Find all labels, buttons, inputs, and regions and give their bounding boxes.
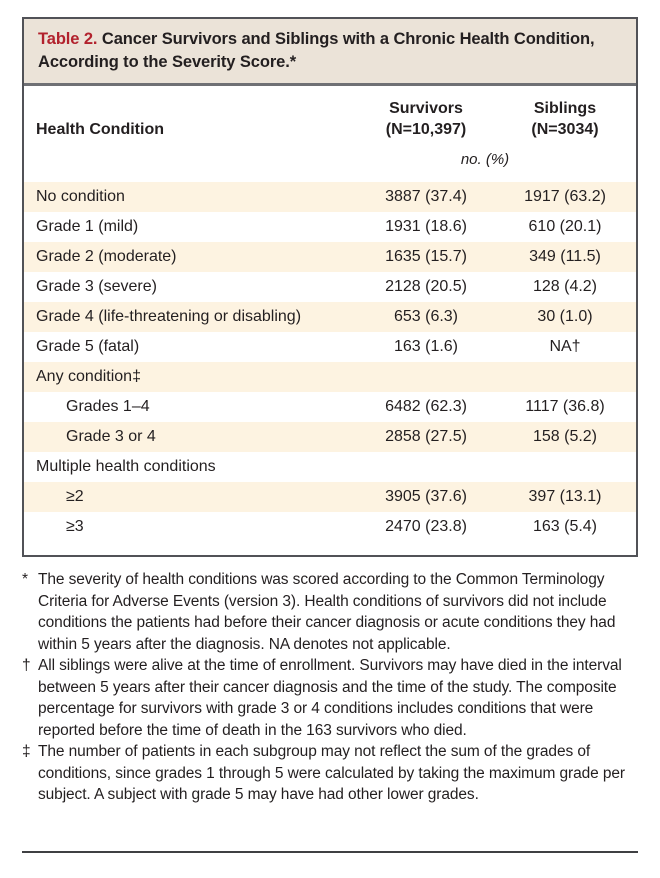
table-row: Grade 4 (life-threatening or disabling) … [24,302,636,332]
siblings-value-cell: 158 (5.2) [532,428,598,445]
table-row: Grade 5 (fatal) 163 (1.6) NA† [24,332,636,362]
footnote-symbol: ‡ [22,743,31,760]
survivors-column-name: Survivors [389,100,463,117]
unit-label: no. (%) [460,151,510,168]
survivors-value-cell: 2858 (27.5) [385,428,467,445]
bottom-rule [22,851,638,853]
table-row: Grade 3 (severe) 2128 (20.5) 128 (4.2) [24,272,636,302]
row-label-cell: Multiple health conditions [36,458,216,475]
row-label-cell: ≥2 [66,488,84,505]
row-label-cell: Grade 5 (fatal) [36,338,140,355]
table-row: Grades 1–4 6482 (62.3) 1117 (36.8) [24,392,636,422]
siblings-value-cell [506,452,624,482]
row-label-cell: Grade 3 (severe) [36,278,157,295]
table-number-label: Table 2. [38,30,98,48]
survivors-value-cell: 1635 (15.7) [385,248,467,265]
survivors-value-cell [346,452,506,482]
footnote-dagger: † All siblings were alive at the time of… [22,655,638,741]
row-label-cell: Grades 1–4 [66,398,150,415]
footnote-text: The number of patients in each subgroup … [38,743,625,803]
table-row: ≥3 2470 (23.8) 163 (5.4) [24,512,636,542]
siblings-value-cell: 1917 (63.2) [524,188,606,205]
siblings-value-cell: 128 (4.2) [532,278,598,295]
survivors-value-cell [346,362,506,392]
survivors-value-cell: 6482 (62.3) [385,398,467,415]
table-row: Grade 2 (moderate) 1635 (15.7) 349 (11.5… [24,242,636,272]
row-label-cell: Grade 2 (moderate) [36,248,177,265]
table-row: Grade 1 (mild) 1931 (18.6) 610 (20.1) [24,212,636,242]
survivors-column-n: (N=10,397) [385,121,467,138]
row-label-cell: ≥3 [66,518,84,535]
health-condition-column-header: Health Condition [36,121,164,138]
row-label-cell: Grade 1 (mild) [36,218,139,235]
table-box: Table 2. Cancer Survivors and Siblings w… [22,17,638,557]
siblings-value-cell: 163 (5.4) [532,518,598,535]
table-row-group-header: Multiple health conditions [24,452,636,482]
row-label-cell: Grade 4 (life-threatening or disabling) [36,308,302,325]
footnote-symbol: * [22,571,28,588]
siblings-value-cell: NA† [549,338,581,355]
table-row: ≥2 3905 (37.6) 397 (13.1) [24,482,636,512]
siblings-value-cell: 349 (11.5) [529,248,601,265]
table-row: Grade 3 or 4 2858 (27.5) 158 (5.2) [24,422,636,452]
siblings-column-n: (N=3034) [531,121,599,138]
siblings-value-cell: 610 (20.1) [528,218,602,235]
column-header-row: Health Condition Survivors (N=10,397) Si… [24,86,636,140]
siblings-value-cell: 1117 (36.8) [525,398,605,415]
survivors-value-cell: 3887 (37.4) [385,188,467,205]
survivors-value-cell: 653 (6.3) [393,308,459,325]
siblings-value-cell: 397 (13.1) [528,488,602,505]
row-label-cell: No condition [36,188,125,205]
footnote-text: The severity of health conditions was sc… [38,571,616,653]
footnote-text: All siblings were alive at the time of e… [38,657,622,739]
table-row: No condition 3887 (37.4) 1917 (63.2) [24,182,636,212]
table-title-band: Table 2. Cancer Survivors and Siblings w… [24,19,636,86]
row-label-cell: Any condition‡ [36,368,141,385]
survivors-value-cell: 2128 (20.5) [385,278,467,295]
survivors-value-cell: 2470 (23.8) [385,518,467,535]
footnote-symbol: † [22,657,31,674]
footnotes: * The severity of health conditions was … [22,569,638,806]
footnote-double-dagger: ‡ The number of patients in each subgrou… [22,741,638,806]
footnote-asterisk: * The severity of health conditions was … [22,569,638,655]
survivors-value-cell: 163 (1.6) [393,338,459,355]
siblings-column-header: Siblings (N=3034) [506,98,624,140]
table-rows: No condition 3887 (37.4) 1917 (63.2) Gra… [24,182,636,555]
siblings-value-cell: 30 (1.0) [537,308,593,325]
survivors-column-header: Survivors (N=10,397) [346,98,506,140]
table-row-group-header: Any condition‡ [24,362,636,392]
siblings-column-name: Siblings [533,100,597,117]
row-label-cell: Grade 3 or 4 [66,428,156,445]
siblings-value-cell [506,362,624,392]
survivors-value-cell: 3905 (37.6) [385,488,467,505]
survivors-value-cell: 1931 (18.6) [385,218,467,235]
table-title: Cancer Survivors and Siblings with a Chr… [38,30,595,71]
